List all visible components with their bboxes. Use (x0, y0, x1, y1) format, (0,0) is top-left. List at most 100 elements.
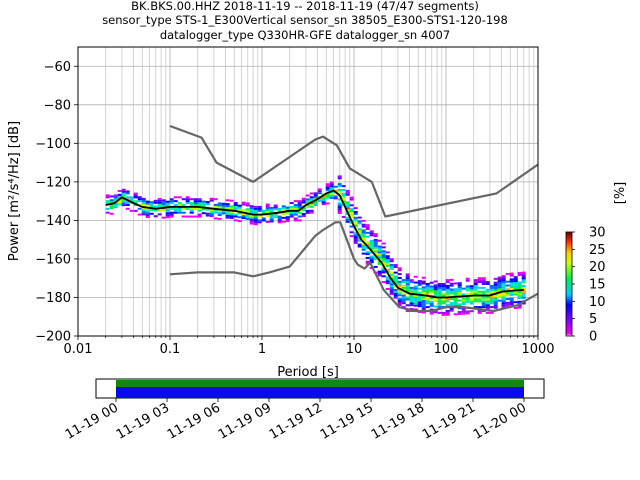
heatmap-cell (257, 215, 262, 218)
heatmap-cell (185, 196, 190, 199)
heatmap-cell (489, 284, 494, 287)
heatmap-cell (213, 211, 218, 214)
heatmap-cell (193, 215, 198, 218)
heatmap-cell (477, 296, 482, 299)
heatmap-cell (481, 277, 486, 280)
heatmap-cell (181, 211, 186, 214)
heatmap-cell (449, 284, 454, 287)
heatmap-cell (177, 207, 182, 210)
heatmap-cell (313, 201, 318, 204)
heatmap-cell (349, 210, 354, 213)
heatmap-cell (437, 304, 442, 307)
heatmap-cell (121, 202, 126, 205)
heatmap-cell (369, 251, 374, 254)
heatmap-cell (421, 307, 426, 310)
heatmap-cell (469, 287, 474, 290)
heatmap-cell (517, 304, 522, 307)
heatmap-cell (301, 197, 306, 200)
heatmap-cell (381, 246, 386, 249)
heatmap-cell (497, 282, 502, 285)
heatmap-cell (369, 230, 374, 233)
heatmap-cell (373, 256, 378, 259)
x-tick-label: 10 (346, 342, 363, 357)
heatmap-cell (473, 286, 478, 289)
heatmap-cell (421, 290, 426, 293)
heatmap-cell (361, 223, 366, 226)
heatmap-cell (357, 230, 362, 233)
heatmap-cell (177, 196, 182, 199)
heatmap-cell (317, 188, 322, 191)
heatmap-cell (437, 292, 442, 295)
heatmap-cell (489, 286, 494, 289)
heatmap-cell (193, 202, 198, 205)
heatmap-cell (497, 278, 502, 281)
heatmap-cell (225, 205, 230, 208)
heatmap-cell (281, 209, 286, 212)
heatmap-cell (241, 209, 246, 212)
heatmap-cell (457, 284, 462, 287)
heatmap-cell (425, 290, 430, 293)
heatmap-cell (381, 242, 386, 245)
heatmap-cell (173, 207, 178, 210)
heatmap-cell (229, 211, 234, 214)
heatmap-cell (409, 296, 414, 299)
heatmap-cell (349, 198, 354, 201)
heatmap-cell (421, 305, 426, 308)
heatmap-cell (445, 279, 450, 282)
heatmap-cell (449, 290, 454, 293)
heatmap-cell (409, 304, 414, 307)
heatmap-cell (205, 214, 210, 217)
heatmap-cell (189, 198, 194, 201)
heatmap-cell (465, 285, 470, 288)
title-line-3: datalogger_type Q330HR-GFE datalogger_sn… (160, 28, 450, 42)
heatmap-cell (385, 278, 390, 281)
heatmap-cell (229, 217, 234, 220)
heatmap-cell (469, 310, 474, 313)
heatmap-cell (257, 209, 262, 212)
heatmap-cell (461, 301, 466, 304)
heatmap-cell (453, 288, 458, 291)
heatmap-cell (389, 285, 394, 288)
heatmap-cell (109, 199, 114, 202)
heatmap-cell (193, 200, 198, 203)
heatmap-cell (401, 298, 406, 301)
heatmap-cell (517, 273, 522, 276)
heatmap-cell (237, 206, 242, 209)
heatmap-cell (413, 287, 418, 290)
heatmap-cell (241, 203, 246, 206)
heatmap-cell (301, 199, 306, 202)
heatmap-cell (513, 306, 518, 309)
heatmap-cell (253, 215, 258, 218)
noise-model-lines (105, 124, 539, 313)
heatmap-cell (293, 217, 298, 220)
heatmap-cell (501, 302, 506, 305)
heatmap-cell (129, 196, 134, 199)
colorbar-gradient (565, 231, 573, 337)
y-tick-label: −140 (35, 214, 71, 229)
heatmap-cell (125, 190, 130, 193)
heatmap-cell (277, 209, 282, 212)
heatmap-cell (505, 294, 510, 297)
heatmap-cell (245, 208, 250, 211)
heatmap-cell (481, 290, 486, 293)
heatmap-cell (425, 282, 430, 285)
heatmap-cell (517, 306, 522, 309)
heatmap-cell (165, 212, 170, 215)
heatmap-cell (229, 215, 234, 218)
heatmap-cell (325, 185, 330, 188)
heatmap-cell (437, 286, 442, 289)
heatmap-cell (241, 201, 246, 204)
heatmap-cell (481, 296, 486, 299)
heatmap-cell (501, 288, 506, 291)
heatmap-cell (485, 292, 490, 295)
heatmap-cell (257, 205, 262, 208)
heatmap-cell (261, 219, 266, 222)
heatmap-cell (105, 211, 110, 214)
heatmap-cell (225, 210, 230, 213)
heatmap-cell (373, 258, 378, 261)
heatmap-cell (301, 207, 306, 210)
heatmap-cell (365, 226, 370, 229)
heatmap-cell (501, 306, 506, 309)
heatmap-cell (273, 214, 278, 217)
heatmap-cell (161, 201, 166, 204)
